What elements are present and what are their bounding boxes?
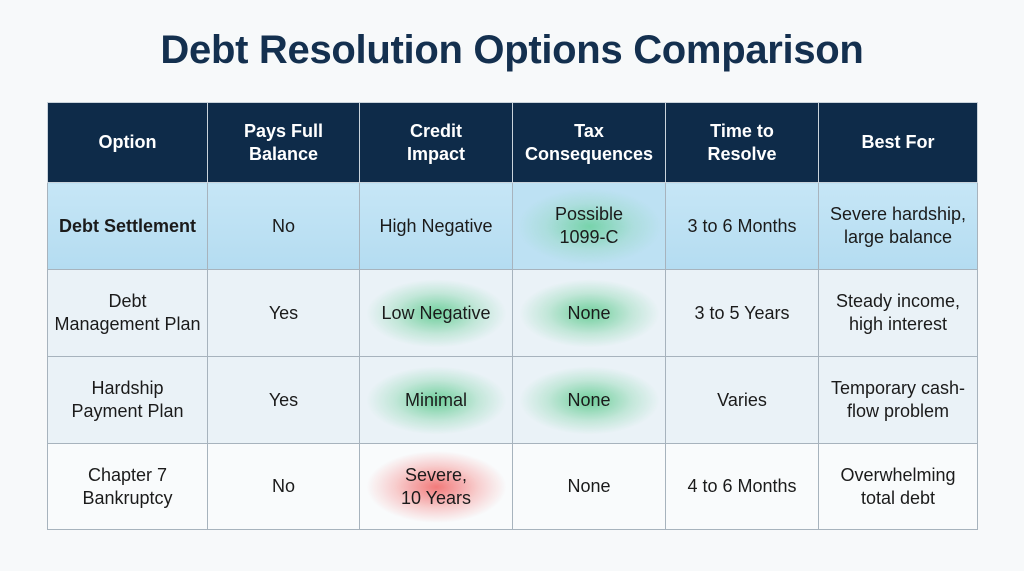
cell: 3 to 5 Years [665,269,819,357]
cell: Low Negative [359,269,513,357]
column-header: Pays Full Balance [207,102,360,183]
cell: Yes [207,269,360,357]
cell: None [512,356,666,444]
cell: Yes [207,356,360,444]
column-header: Credit Impact [359,102,513,183]
cell: No [207,182,360,270]
cell: 3 to 6 Months [665,182,819,270]
cell: Overwhelming total debt [818,443,978,530]
cell: Debt Settlement [47,182,208,270]
comparison-table: Option Pays Full Balance Credit Impact T… [47,102,978,530]
table-row: Debt Settlement No High Negative Possibl… [47,182,978,270]
cell: High Negative [359,182,513,270]
column-header: Tax Consequences [512,102,666,183]
column-header: Option [47,102,208,183]
cell: 4 to 6 Months [665,443,819,530]
cell: Temporary cash- flow problem [818,356,978,444]
cell: Severe, 10 Years [359,443,513,530]
cell: Varies [665,356,819,444]
cell: Steady income, high interest [818,269,978,357]
cell: None [512,443,666,530]
column-header: Best For [818,102,978,183]
cell: Severe hardship, large balance [818,182,978,270]
cell: Possible 1099-C [512,182,666,270]
cell: No [207,443,360,530]
cell: Minimal [359,356,513,444]
header-row: Option Pays Full Balance Credit Impact T… [47,102,978,183]
cell: Chapter 7 Bankruptcy [47,443,208,530]
cell: Hardship Payment Plan [47,356,208,444]
table-row: Chapter 7 Bankruptcy No Severe, 10 Years… [47,443,978,530]
table-row: Hardship Payment Plan Yes Minimal None V… [47,356,978,444]
cell: Debt Management Plan [47,269,208,357]
page-title: Debt Resolution Options Comparison [160,28,864,72]
column-header: Time to Resolve [665,102,819,183]
cell: None [512,269,666,357]
table-row: Debt Management Plan Yes Low Negative No… [47,269,978,357]
